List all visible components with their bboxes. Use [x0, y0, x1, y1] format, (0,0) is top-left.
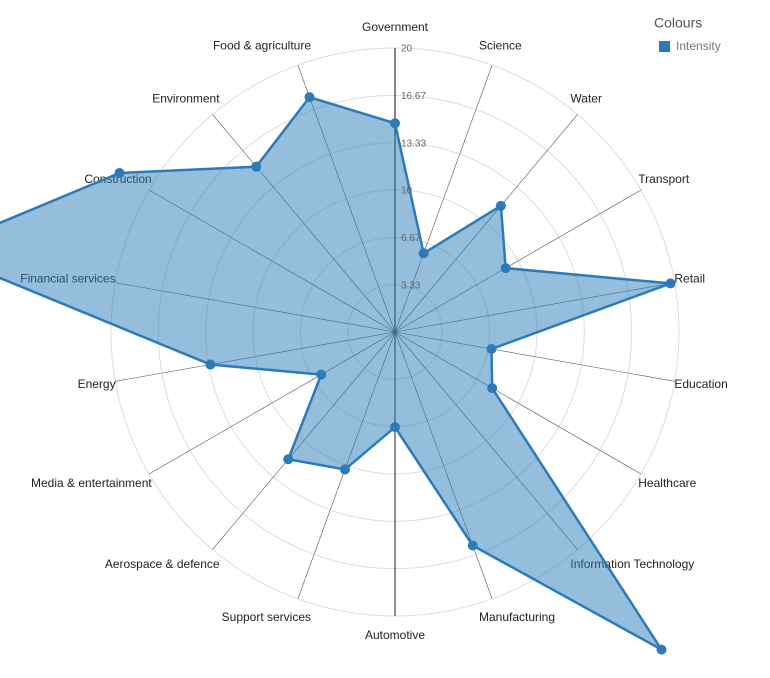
- data-point: [467, 540, 478, 551]
- axis-label: Science: [479, 39, 522, 53]
- tick-label: 16.67: [401, 91, 426, 102]
- data-point: [390, 422, 400, 433]
- axis-label: Media & entertainment: [31, 476, 152, 490]
- axis-label: Environment: [152, 91, 220, 105]
- data-point: [339, 464, 350, 475]
- axis-label: Government: [362, 20, 429, 34]
- data-point: [304, 92, 315, 103]
- axis-label: Water: [570, 91, 602, 105]
- axis-label: Manufacturing: [479, 610, 555, 624]
- data-point: [205, 359, 216, 370]
- tick-label: 20: [401, 44, 413, 55]
- data-point: [251, 161, 262, 172]
- tick-label: 6.67: [401, 233, 421, 244]
- data-point: [665, 278, 676, 289]
- axis-label: Healthcare: [638, 476, 696, 490]
- data-point: [495, 200, 506, 211]
- axis-label: Energy: [78, 377, 116, 391]
- axis-label: Retail: [674, 271, 705, 285]
- legend-swatch: [659, 41, 670, 52]
- axis-label: Transport: [638, 172, 690, 186]
- data-point: [487, 383, 498, 394]
- axis-label: Food & agriculture: [213, 39, 311, 53]
- axis-label: Automotive: [365, 628, 425, 642]
- data-point: [418, 248, 429, 259]
- legend-title: Colours: [654, 15, 702, 31]
- data-point: [283, 454, 294, 465]
- radar-area: [0, 95, 671, 651]
- data-point: [486, 344, 497, 355]
- axis-label: Support services: [222, 610, 311, 624]
- data-point: [316, 369, 327, 380]
- data-point: [114, 167, 125, 178]
- tick-label: 3.33: [401, 280, 421, 291]
- tick-label: 10: [401, 186, 413, 197]
- axis-label: Aerospace & defence: [105, 557, 220, 571]
- tick-label: 13.33: [401, 138, 426, 149]
- data-point: [500, 263, 511, 274]
- legend-item: Intensity: [676, 39, 721, 53]
- data-point: [390, 118, 400, 129]
- axis-label: Education: [674, 377, 727, 391]
- data-point: [656, 644, 667, 655]
